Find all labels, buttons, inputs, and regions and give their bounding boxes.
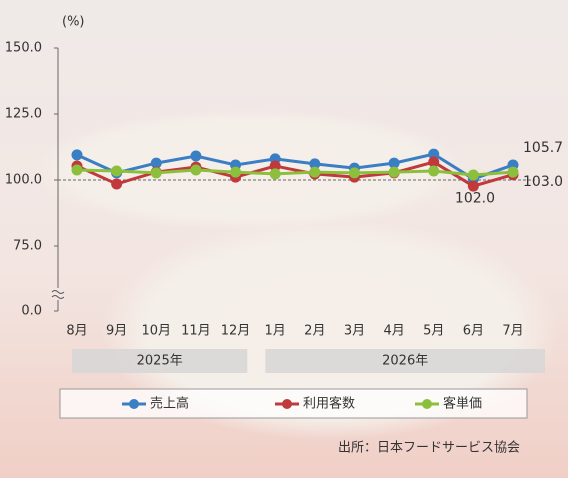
point <box>428 165 440 177</box>
point <box>150 157 162 169</box>
point <box>111 165 123 177</box>
x-tick-label: 2月 <box>304 324 325 339</box>
point <box>269 168 281 180</box>
point <box>467 169 479 181</box>
group-box <box>265 349 545 373</box>
point <box>428 148 440 160</box>
series-line <box>76 168 514 177</box>
background-plate <box>30 110 470 230</box>
axis-break <box>51 290 65 299</box>
legend-label: 売上高 <box>150 396 189 412</box>
x-tick-label: 3月 <box>344 324 365 339</box>
y-tick-label: 125.0 <box>5 107 42 122</box>
x-tick-label: 10月 <box>141 324 171 339</box>
y-tick-label: 75.0 <box>13 239 42 254</box>
unit-label: (%) <box>62 15 85 30</box>
group-label: 2026年 <box>382 354 428 369</box>
y-tick-label: 0.0 <box>21 304 42 319</box>
group-label: 2025年 <box>137 354 183 369</box>
group-box <box>72 349 248 373</box>
point <box>71 164 83 176</box>
point <box>388 166 400 178</box>
point <box>428 156 440 168</box>
background-plate <box>100 220 560 440</box>
x-tick-label: 9月 <box>106 324 127 339</box>
legend-label: 客単価 <box>443 396 482 412</box>
point <box>230 166 242 178</box>
x-tick-label: 6月 <box>463 324 484 339</box>
legend-marker <box>129 399 139 409</box>
end-label: 103.0 <box>523 174 563 190</box>
x-tick-label: 11月 <box>181 324 211 339</box>
axis-break-gap <box>50 288 66 300</box>
point <box>507 166 519 178</box>
legend-label: 利用客数 <box>303 396 355 412</box>
point <box>190 164 202 176</box>
series-line <box>76 152 514 181</box>
x-tick-label: 12月 <box>221 324 251 339</box>
x-tick-label: 7月 <box>502 324 523 339</box>
x-tick-label: 4月 <box>383 324 404 339</box>
point <box>348 167 360 179</box>
source: 出所：日本フードサービス協会 <box>338 441 520 456</box>
x-tick-label: 5月 <box>423 324 444 339</box>
legend-marker <box>282 399 292 409</box>
point <box>467 180 479 192</box>
point <box>71 149 83 161</box>
end-label: 102.0 <box>455 191 495 207</box>
y-tick-label: 100.0 <box>5 173 42 188</box>
y-tick-label: 150.0 <box>5 41 42 56</box>
point <box>309 166 321 178</box>
end-label: 105.7 <box>523 140 563 156</box>
legend-marker <box>422 399 432 409</box>
point <box>309 158 321 170</box>
point <box>190 150 202 162</box>
point <box>111 178 123 190</box>
point <box>269 160 281 172</box>
x-tick-label: 1月 <box>265 324 286 339</box>
x-tick-label: 8月 <box>66 324 87 339</box>
point <box>150 167 162 179</box>
point <box>388 157 400 169</box>
